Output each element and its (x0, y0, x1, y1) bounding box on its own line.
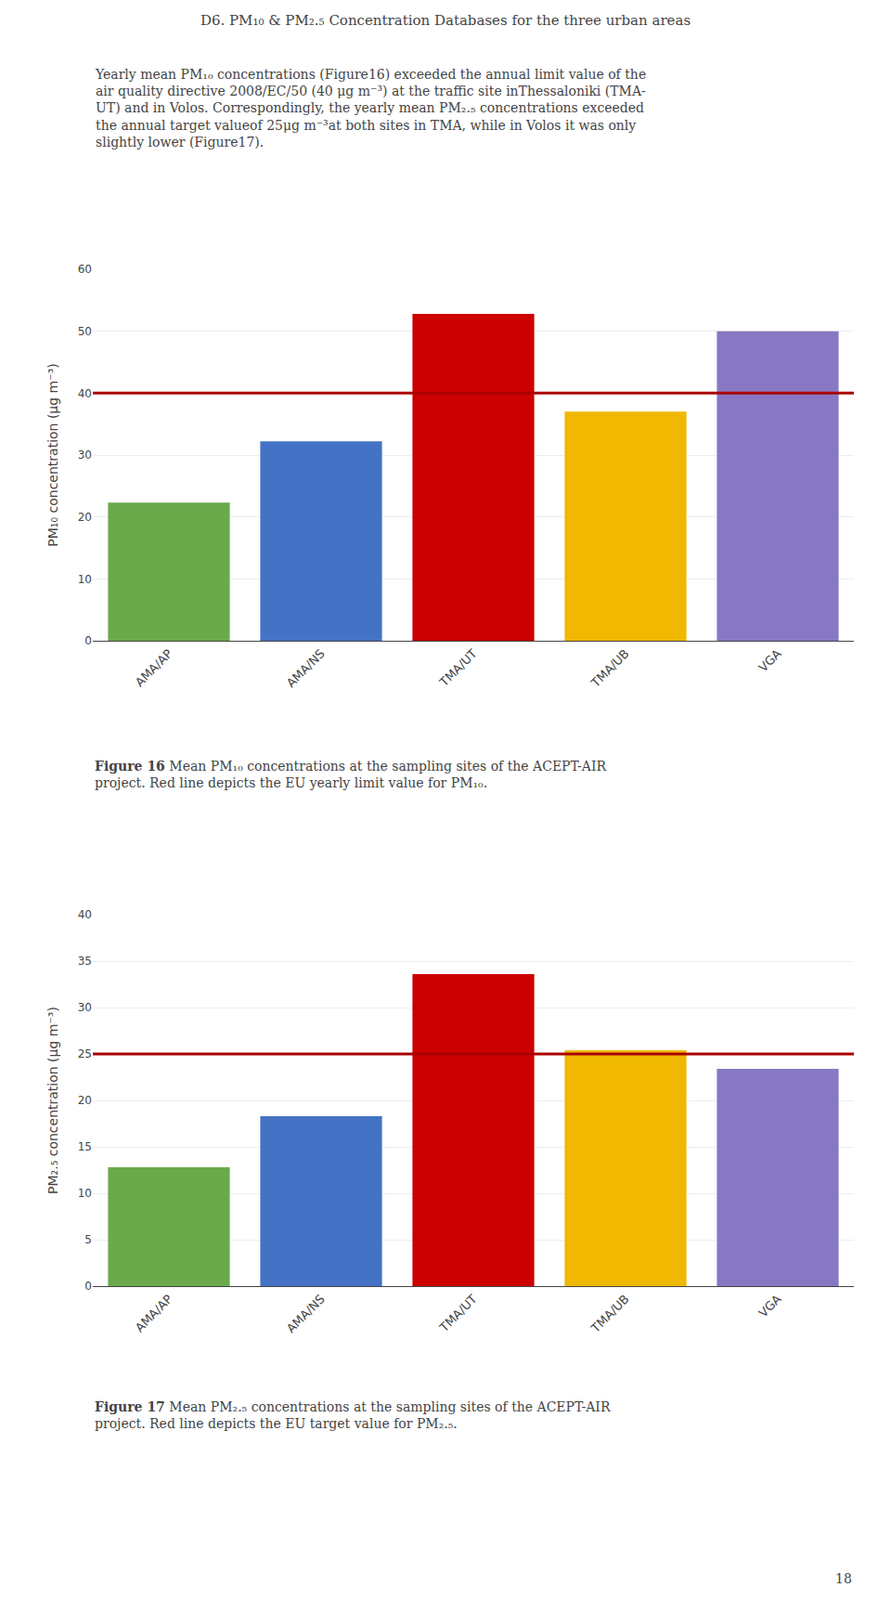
svg-text:AMA/NS: AMA/NS (284, 645, 328, 690)
svg-text:30: 30 (77, 1000, 92, 1014)
svg-text:Figure 16 Mean PM₁₀ concentrat: Figure 16 Mean PM₁₀ concentrations at th… (94, 758, 607, 790)
svg-text:25: 25 (77, 1046, 92, 1060)
svg-text:35: 35 (77, 954, 92, 968)
svg-text:40: 40 (77, 387, 92, 401)
svg-text:0: 0 (84, 633, 92, 647)
svg-text:15: 15 (77, 1139, 92, 1153)
svg-text:10: 10 (77, 1186, 92, 1200)
svg-text:20: 20 (77, 1093, 92, 1107)
svg-text:VGA: VGA (755, 1291, 784, 1319)
svg-text:40: 40 (77, 907, 92, 921)
svg-text:TMA/UT: TMA/UT (436, 1291, 480, 1335)
svg-text:TMA/UB: TMA/UB (587, 1291, 632, 1335)
svg-text:10: 10 (77, 572, 92, 586)
svg-text:TMA/UB: TMA/UB (587, 645, 632, 690)
svg-text:18: 18 (835, 1570, 853, 1586)
svg-text:Yearly mean PM₁₀ concentration: Yearly mean PM₁₀ concentrations (Figure1… (94, 66, 646, 150)
svg-text:60: 60 (77, 262, 92, 276)
svg-text:AMA/AP: AMA/AP (132, 645, 176, 689)
svg-text:5: 5 (84, 1232, 92, 1246)
svg-text:50: 50 (77, 324, 92, 338)
svg-text:PM₂.₅ concentration (μg m⁻³): PM₂.₅ concentration (μg m⁻³) (45, 1006, 61, 1194)
svg-text:30: 30 (77, 448, 92, 462)
svg-text:PM₁₀ concentration (μg m⁻³): PM₁₀ concentration (μg m⁻³) (45, 362, 61, 546)
svg-text:D6. PM₁₀ & PM₂.₅ Concentration: D6. PM₁₀ & PM₂.₅ Concentration Databases… (200, 12, 691, 29)
svg-text:VGA: VGA (755, 645, 784, 674)
svg-text:TMA/UT: TMA/UT (436, 645, 480, 690)
svg-text:AMA/AP: AMA/AP (132, 1291, 176, 1334)
svg-text:Figure 17 Mean PM₂.₅ concentra: Figure 17 Mean PM₂.₅ concentrations at t… (94, 1398, 611, 1431)
svg-text:AMA/NS: AMA/NS (284, 1291, 328, 1335)
svg-text:0: 0 (84, 1278, 92, 1292)
svg-text:20: 20 (77, 510, 92, 524)
